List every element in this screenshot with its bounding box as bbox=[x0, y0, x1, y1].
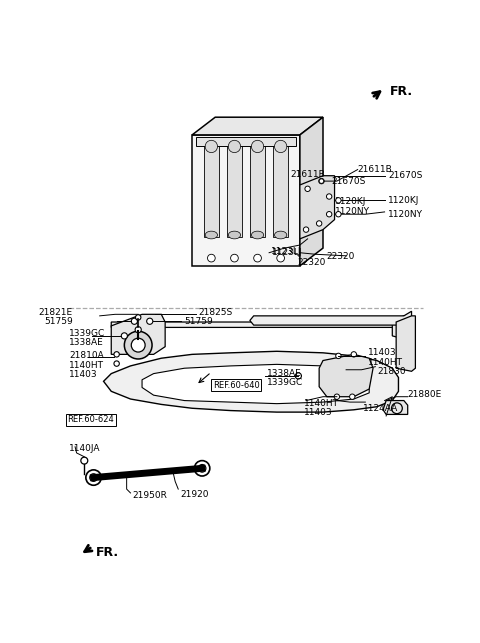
Circle shape bbox=[351, 352, 357, 357]
Circle shape bbox=[295, 373, 301, 379]
Bar bbox=[196, 137, 296, 147]
Circle shape bbox=[334, 394, 339, 399]
Circle shape bbox=[135, 327, 141, 333]
Circle shape bbox=[349, 394, 355, 399]
Text: REF.60-624: REF.60-624 bbox=[67, 415, 114, 424]
Text: 21830: 21830 bbox=[377, 367, 406, 376]
Text: 51759: 51759 bbox=[44, 317, 73, 326]
Polygon shape bbox=[300, 117, 323, 266]
Circle shape bbox=[275, 140, 287, 152]
Polygon shape bbox=[383, 401, 408, 415]
Circle shape bbox=[131, 338, 145, 352]
Circle shape bbox=[86, 470, 101, 485]
Text: 21810A: 21810A bbox=[69, 352, 104, 360]
Polygon shape bbox=[111, 314, 165, 354]
Bar bbox=[250, 145, 265, 237]
Text: REF.60-640: REF.60-640 bbox=[213, 381, 260, 390]
Text: 11403: 11403 bbox=[368, 349, 396, 358]
Text: 21950R: 21950R bbox=[132, 491, 167, 500]
Text: 1120KJ: 1120KJ bbox=[335, 197, 366, 206]
Circle shape bbox=[90, 474, 97, 482]
Ellipse shape bbox=[205, 231, 217, 239]
Circle shape bbox=[131, 318, 137, 324]
Text: 21880E: 21880E bbox=[408, 390, 442, 399]
Polygon shape bbox=[300, 176, 335, 239]
Circle shape bbox=[135, 314, 141, 320]
Polygon shape bbox=[142, 365, 369, 404]
Circle shape bbox=[194, 460, 210, 476]
Polygon shape bbox=[250, 311, 411, 325]
Ellipse shape bbox=[228, 231, 240, 239]
Text: 21611B: 21611B bbox=[290, 170, 325, 179]
Circle shape bbox=[81, 457, 88, 464]
Text: FR.: FR. bbox=[389, 84, 412, 98]
Circle shape bbox=[114, 361, 120, 367]
Circle shape bbox=[230, 254, 238, 262]
Text: 22320: 22320 bbox=[298, 258, 326, 267]
Text: 1123LJ: 1123LJ bbox=[271, 247, 301, 256]
Polygon shape bbox=[192, 135, 300, 266]
Circle shape bbox=[326, 212, 332, 217]
Bar bbox=[204, 145, 219, 237]
Text: 11403: 11403 bbox=[304, 408, 332, 417]
Circle shape bbox=[336, 212, 341, 217]
Text: 21670S: 21670S bbox=[331, 177, 365, 186]
Polygon shape bbox=[319, 354, 373, 397]
Polygon shape bbox=[104, 351, 398, 412]
Circle shape bbox=[319, 178, 324, 184]
Text: 11403: 11403 bbox=[69, 370, 97, 379]
Polygon shape bbox=[192, 117, 323, 135]
Ellipse shape bbox=[252, 231, 264, 239]
Text: 1140HT: 1140HT bbox=[368, 358, 403, 367]
Circle shape bbox=[336, 353, 341, 359]
Circle shape bbox=[114, 352, 120, 357]
Text: 1140HT: 1140HT bbox=[304, 399, 339, 408]
Circle shape bbox=[252, 140, 264, 152]
Text: 21670S: 21670S bbox=[388, 171, 423, 180]
Circle shape bbox=[336, 197, 341, 203]
Text: 21611B: 21611B bbox=[358, 165, 392, 174]
Text: 1120KJ: 1120KJ bbox=[388, 196, 420, 205]
Circle shape bbox=[277, 254, 285, 262]
Circle shape bbox=[331, 362, 361, 393]
Circle shape bbox=[121, 333, 127, 339]
Circle shape bbox=[305, 186, 310, 192]
Text: 21821E: 21821E bbox=[38, 308, 73, 317]
Text: 1338AE: 1338AE bbox=[69, 338, 104, 347]
Text: 1339GC: 1339GC bbox=[267, 377, 303, 386]
Circle shape bbox=[303, 227, 309, 232]
Text: 21825S: 21825S bbox=[198, 307, 232, 316]
Text: 21920: 21920 bbox=[180, 490, 209, 499]
Circle shape bbox=[316, 221, 322, 226]
Text: 1338AE: 1338AE bbox=[267, 369, 301, 378]
Circle shape bbox=[124, 331, 152, 359]
Text: 51759: 51759 bbox=[184, 317, 213, 326]
Polygon shape bbox=[111, 316, 404, 330]
Bar bbox=[227, 145, 242, 237]
Ellipse shape bbox=[275, 231, 287, 239]
Text: 1124AA: 1124AA bbox=[363, 404, 398, 413]
Text: 1140JA: 1140JA bbox=[69, 444, 100, 453]
Text: 22320: 22320 bbox=[327, 252, 355, 261]
Text: 1123LJ: 1123LJ bbox=[272, 248, 302, 257]
Circle shape bbox=[147, 318, 153, 324]
Polygon shape bbox=[392, 316, 411, 339]
Text: 1120NY: 1120NY bbox=[335, 207, 370, 216]
Circle shape bbox=[319, 179, 324, 183]
Circle shape bbox=[254, 254, 262, 262]
Text: 1120NY: 1120NY bbox=[388, 210, 423, 219]
Circle shape bbox=[228, 140, 240, 152]
Circle shape bbox=[326, 194, 332, 199]
Bar bbox=[273, 145, 288, 237]
Circle shape bbox=[338, 370, 354, 385]
Text: FR.: FR. bbox=[96, 546, 120, 559]
Circle shape bbox=[207, 254, 215, 262]
Text: 1140HT: 1140HT bbox=[69, 361, 104, 370]
Polygon shape bbox=[396, 316, 415, 371]
Circle shape bbox=[198, 464, 206, 472]
Text: 1339GC: 1339GC bbox=[69, 329, 105, 338]
Circle shape bbox=[205, 140, 217, 152]
